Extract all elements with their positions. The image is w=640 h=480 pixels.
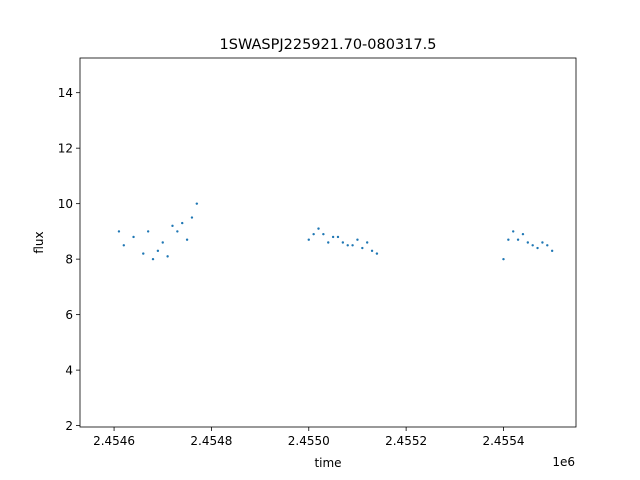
data-point (146, 230, 150, 233)
x-axis-offset-label: 1e6 (552, 455, 575, 469)
data-point (541, 241, 544, 244)
data-point (307, 238, 310, 241)
data-point (190, 216, 194, 219)
data-point (151, 257, 155, 261)
data-point (546, 244, 549, 247)
data-point (521, 232, 525, 236)
y-tick-label: 8 (65, 252, 73, 266)
data-point (117, 230, 121, 233)
x-tick-label: 2.4552 (385, 434, 427, 448)
data-point (361, 246, 364, 250)
data-point (336, 235, 340, 239)
data-point (317, 227, 320, 230)
data-point (526, 241, 530, 244)
y-tick-label: 4 (65, 363, 73, 377)
data-point (512, 230, 515, 233)
data-point (161, 241, 164, 244)
data-point (370, 249, 374, 253)
data-point (516, 238, 520, 241)
x-tick-label: 2.4548 (190, 434, 232, 448)
data-point (365, 241, 369, 244)
y-tick-label: 10 (58, 197, 73, 211)
data-point (195, 202, 199, 205)
plot-area-frame (79, 57, 577, 428)
x-tick-label: 2.4550 (288, 434, 330, 448)
data-point (351, 244, 354, 247)
data-point (356, 238, 359, 241)
chart-title: 1SWASPJ225921.70-080317.5 (220, 37, 437, 53)
data-point (122, 244, 126, 247)
data-point (171, 224, 174, 228)
data-point (166, 255, 169, 258)
data-point (507, 238, 510, 241)
data-point (550, 249, 554, 253)
data-point (185, 238, 189, 241)
data-point (312, 232, 315, 236)
data-point (341, 241, 345, 244)
data-point (132, 235, 135, 239)
data-point (331, 235, 335, 239)
data-point (502, 257, 505, 261)
data-point (142, 252, 145, 255)
data-point (322, 232, 325, 236)
y-tick-label: 12 (58, 141, 73, 155)
data-points (117, 202, 554, 261)
y-axis: 2 4 6 8 10 12 14 (58, 86, 80, 433)
data-point (346, 244, 349, 247)
x-tick-label: 2.4546 (93, 434, 135, 448)
y-tick-label: 6 (65, 308, 73, 322)
y-tick-label: 14 (58, 86, 73, 100)
data-point (327, 241, 330, 244)
data-point (181, 221, 184, 225)
y-axis-label: flux (32, 231, 46, 253)
x-axis: 2.4546 2.4548 2.4550 2.4552 2.4554 (93, 427, 524, 448)
data-point (156, 249, 160, 253)
y-tick-label: 2 (65, 419, 73, 433)
data-point (375, 252, 379, 255)
data-point (531, 244, 534, 247)
x-tick-label: 2.4554 (482, 434, 524, 448)
x-axis-label: time (314, 456, 341, 470)
data-point (176, 230, 179, 233)
data-point (536, 246, 539, 250)
